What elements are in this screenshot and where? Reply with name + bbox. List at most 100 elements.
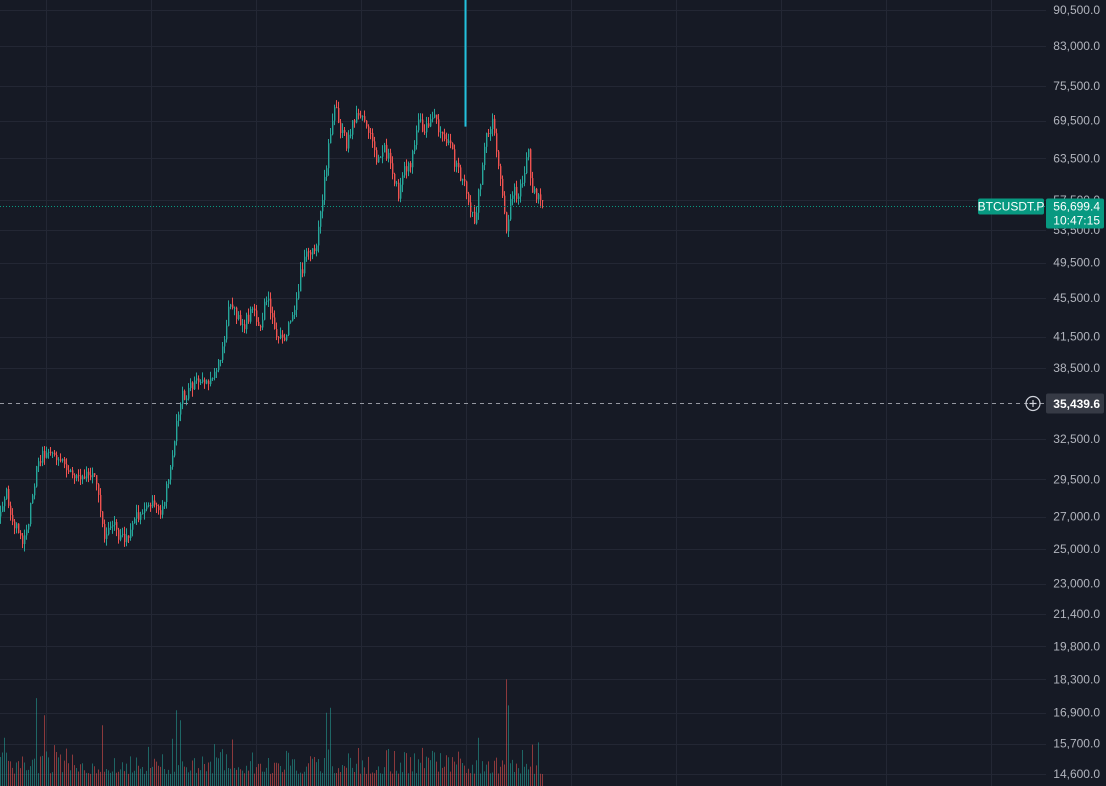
candle-body — [494, 118, 496, 134]
candle-body — [396, 182, 398, 184]
candle-body — [502, 178, 504, 196]
candle-body — [26, 529, 28, 536]
candle-body — [520, 183, 522, 197]
candle-body — [308, 251, 310, 253]
candle-body — [486, 133, 488, 147]
candle-body — [140, 513, 142, 520]
candle-body — [482, 165, 484, 185]
candle-body — [244, 324, 246, 330]
candle-body — [516, 186, 518, 199]
candle-body — [104, 524, 106, 539]
candle-body — [382, 152, 384, 157]
candle-body — [24, 535, 26, 545]
candle-body — [224, 339, 226, 347]
candle-body — [60, 459, 62, 461]
candle-body — [346, 132, 348, 149]
candle-body — [0, 511, 2, 517]
candle-body — [214, 371, 216, 378]
candle-body — [392, 163, 394, 174]
candle-body — [120, 535, 122, 540]
candle-body — [234, 307, 236, 309]
candle-body — [130, 529, 132, 538]
price-tick-label: 32,500.0 — [1053, 432, 1100, 446]
candle-body — [474, 211, 476, 224]
candle-body — [178, 414, 180, 421]
candle-body — [166, 483, 168, 502]
candle-body — [306, 251, 308, 257]
candle-body — [538, 194, 540, 200]
candle-body — [72, 470, 74, 476]
candle-body — [68, 470, 70, 472]
candle-body — [402, 175, 404, 185]
candle-body — [340, 122, 342, 134]
candle-body — [324, 176, 326, 200]
candle-body — [426, 123, 428, 133]
candle-body — [322, 199, 324, 212]
add-alert-button[interactable] — [1025, 395, 1041, 412]
candle-body — [58, 459, 60, 461]
candle-body — [132, 523, 134, 530]
candle-body — [512, 195, 514, 199]
candle-body — [444, 134, 446, 139]
candle-body — [372, 133, 374, 142]
candle-body — [470, 202, 472, 212]
candle-body — [542, 200, 544, 202]
price-tick-label: 14,600.0 — [1053, 767, 1100, 781]
candle-body — [30, 503, 32, 525]
candle-body — [514, 186, 516, 196]
candle-body — [504, 195, 506, 213]
candle-body — [116, 522, 118, 530]
candle-body — [370, 132, 372, 134]
candle-body — [90, 475, 92, 478]
candle-body — [160, 510, 162, 515]
candle-body — [378, 157, 380, 163]
candle-body — [286, 335, 288, 341]
price-tick-label: 83,000.0 — [1053, 39, 1100, 53]
candle-body — [316, 245, 318, 252]
price-tick-label: 69,500.0 — [1053, 114, 1100, 128]
candle-body — [530, 149, 532, 179]
candle-body — [264, 301, 266, 320]
candle-body — [510, 198, 512, 220]
candle-body — [410, 163, 412, 168]
candle-body — [524, 173, 526, 183]
candle-body — [170, 466, 172, 480]
candle-body — [262, 319, 264, 328]
candle-body — [196, 378, 198, 381]
candle-body — [320, 211, 322, 227]
price-tick-label: 27,000.0 — [1053, 510, 1100, 524]
candle-body — [218, 359, 220, 371]
candle-body — [436, 114, 438, 120]
price-tick-label: 29,500.0 — [1053, 472, 1100, 486]
candle-body — [430, 119, 432, 127]
candle-body — [36, 466, 38, 487]
candle-body — [246, 314, 248, 330]
candle-body — [412, 151, 414, 168]
candle-body — [96, 475, 98, 485]
candle-body — [528, 149, 530, 158]
price-axis[interactable]: 90,500.0 83,000.0 75,500.0 69,500.0 63,500.0… — [1046, 0, 1106, 786]
candle-body — [52, 452, 54, 454]
candle-body — [98, 484, 100, 495]
candle-body — [204, 379, 206, 384]
candle-body — [110, 526, 112, 528]
candle-body — [458, 162, 460, 168]
candle-body — [146, 505, 148, 510]
candle-body — [144, 509, 146, 513]
candle-body — [156, 504, 158, 507]
candle-body — [134, 518, 136, 524]
candles — [0, 100, 544, 552]
candle-body — [420, 119, 422, 121]
candle-body — [232, 304, 234, 309]
candle-body — [492, 118, 494, 130]
candle-body — [522, 182, 524, 184]
candle-body — [376, 150, 378, 163]
candle-body — [480, 184, 482, 190]
candle-body — [182, 390, 184, 404]
candle-body — [76, 475, 78, 479]
candle-body — [12, 514, 14, 522]
plus-circle-icon[interactable] — [1025, 395, 1041, 412]
candle-body — [272, 312, 274, 318]
